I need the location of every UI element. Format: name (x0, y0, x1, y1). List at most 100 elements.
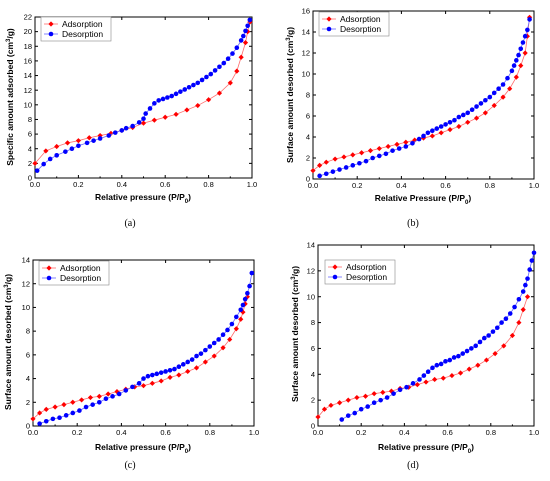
adsorption-point (238, 316, 244, 322)
desorption-point (145, 373, 151, 379)
desorption-point (160, 96, 166, 102)
desorption-point (511, 63, 517, 68)
adsorption-point (438, 130, 444, 136)
adsorption-point (61, 402, 67, 408)
adsorption-point (52, 404, 58, 410)
desorption-point (194, 353, 199, 359)
adsorption-series (310, 14, 533, 174)
desorption-point (525, 27, 530, 33)
desorption-point (494, 325, 500, 331)
x-tick-label: 0.2 (72, 428, 82, 437)
y-tick-label: 4 (28, 144, 32, 153)
desorption-point (63, 149, 68, 154)
adsorption-point (220, 345, 226, 351)
desorption-point (421, 373, 427, 378)
desorption-point (230, 51, 235, 56)
x-tick-label: 0.8 (485, 181, 495, 190)
adsorption-point (315, 414, 321, 420)
desorption-point (397, 387, 403, 393)
y-tick-label: 4 (311, 370, 315, 379)
adsorption-point (524, 294, 531, 300)
adsorption-point (167, 374, 173, 380)
x-axis-title: Relative pressure (P/P0) (378, 442, 474, 455)
adsorption-point (371, 391, 377, 397)
y-tick-label: 6 (306, 112, 310, 121)
desorption-point (141, 376, 146, 381)
y-tick-label: 6 (311, 344, 315, 353)
legend-desorption-marker (326, 26, 332, 32)
desorption-point (90, 402, 95, 407)
y-tick-label: 2 (26, 398, 30, 407)
y-tick-label: 22 (24, 13, 32, 22)
desorption-point (57, 415, 62, 421)
y-tick-label: 6 (28, 130, 32, 139)
adsorption-point (475, 362, 481, 368)
desorption-point (123, 388, 129, 393)
y-tick-label: 12 (302, 49, 310, 58)
desorption-point (154, 371, 160, 377)
desorption-point (520, 289, 526, 294)
desorption-point (130, 123, 135, 129)
desorption-point (323, 171, 329, 177)
desorption-point (217, 64, 222, 70)
desorption-point (37, 421, 42, 426)
legend-desorption-marker (332, 274, 338, 280)
desorption-point (514, 58, 519, 63)
desorption-point (447, 120, 453, 125)
desorption-point (529, 258, 535, 263)
y-tick-label: 8 (26, 327, 30, 336)
adsorption-point (432, 376, 438, 383)
desorption-point (207, 344, 213, 349)
y-axis-title: Specific amount adsorbed (cm3/g) (5, 28, 15, 166)
adsorption-point (242, 40, 249, 46)
desorption-point (352, 410, 358, 416)
y-tick-label: 12 (24, 86, 32, 95)
y-tick-label: 20 (24, 27, 32, 36)
desorption-point (106, 133, 112, 138)
adsorption-point (501, 343, 507, 349)
x-tick-label: 0.8 (205, 428, 215, 437)
desorption-point (451, 355, 457, 360)
x-tick-label: 0.2 (73, 180, 83, 189)
desorption-point (438, 361, 444, 367)
x-tick-label: 0.4 (116, 428, 126, 437)
adsorption-point (70, 399, 76, 405)
desorption-point (54, 153, 59, 158)
x-tick-label: 1.0 (529, 181, 539, 190)
adsorption-point (238, 54, 244, 60)
desorption-point (240, 302, 246, 308)
desorption-point (234, 314, 239, 320)
desorption-point (350, 163, 356, 168)
desorption-point (525, 276, 530, 281)
desorption-point (522, 33, 528, 39)
adsorption-point (30, 416, 36, 422)
desorption-point (69, 146, 75, 152)
desorption-point (390, 148, 395, 153)
adsorption-point (328, 402, 334, 408)
y-tick-label: 2 (311, 396, 315, 405)
desorption-point (169, 93, 175, 99)
adsorption-point (482, 110, 488, 116)
desorption-point (499, 320, 504, 325)
desorption-point (490, 329, 496, 334)
desorption-point (452, 117, 457, 123)
desorption-point (425, 369, 431, 375)
desorption-point (43, 418, 49, 424)
y-tick-label: 14 (22, 256, 30, 265)
desorption-point (163, 369, 168, 374)
x-tick-label: 0.0 (313, 428, 323, 437)
desorption-point (229, 321, 235, 327)
desorption-point (337, 167, 342, 172)
desorption-point (198, 351, 204, 356)
panel-caption: (b) (407, 218, 419, 229)
desorption-point (443, 122, 448, 127)
panel-caption: (c) (124, 460, 135, 471)
desorption-point (172, 366, 177, 372)
adsorption-point (216, 90, 223, 96)
adsorption-point (43, 148, 49, 154)
desorption-point (221, 60, 227, 66)
desorption-point (176, 364, 182, 370)
desorption-point (173, 91, 179, 97)
